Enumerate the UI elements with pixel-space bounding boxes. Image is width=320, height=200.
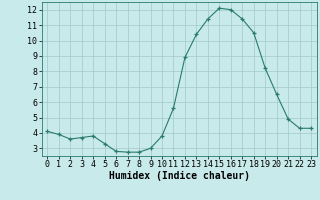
X-axis label: Humidex (Indice chaleur): Humidex (Indice chaleur) <box>109 171 250 181</box>
